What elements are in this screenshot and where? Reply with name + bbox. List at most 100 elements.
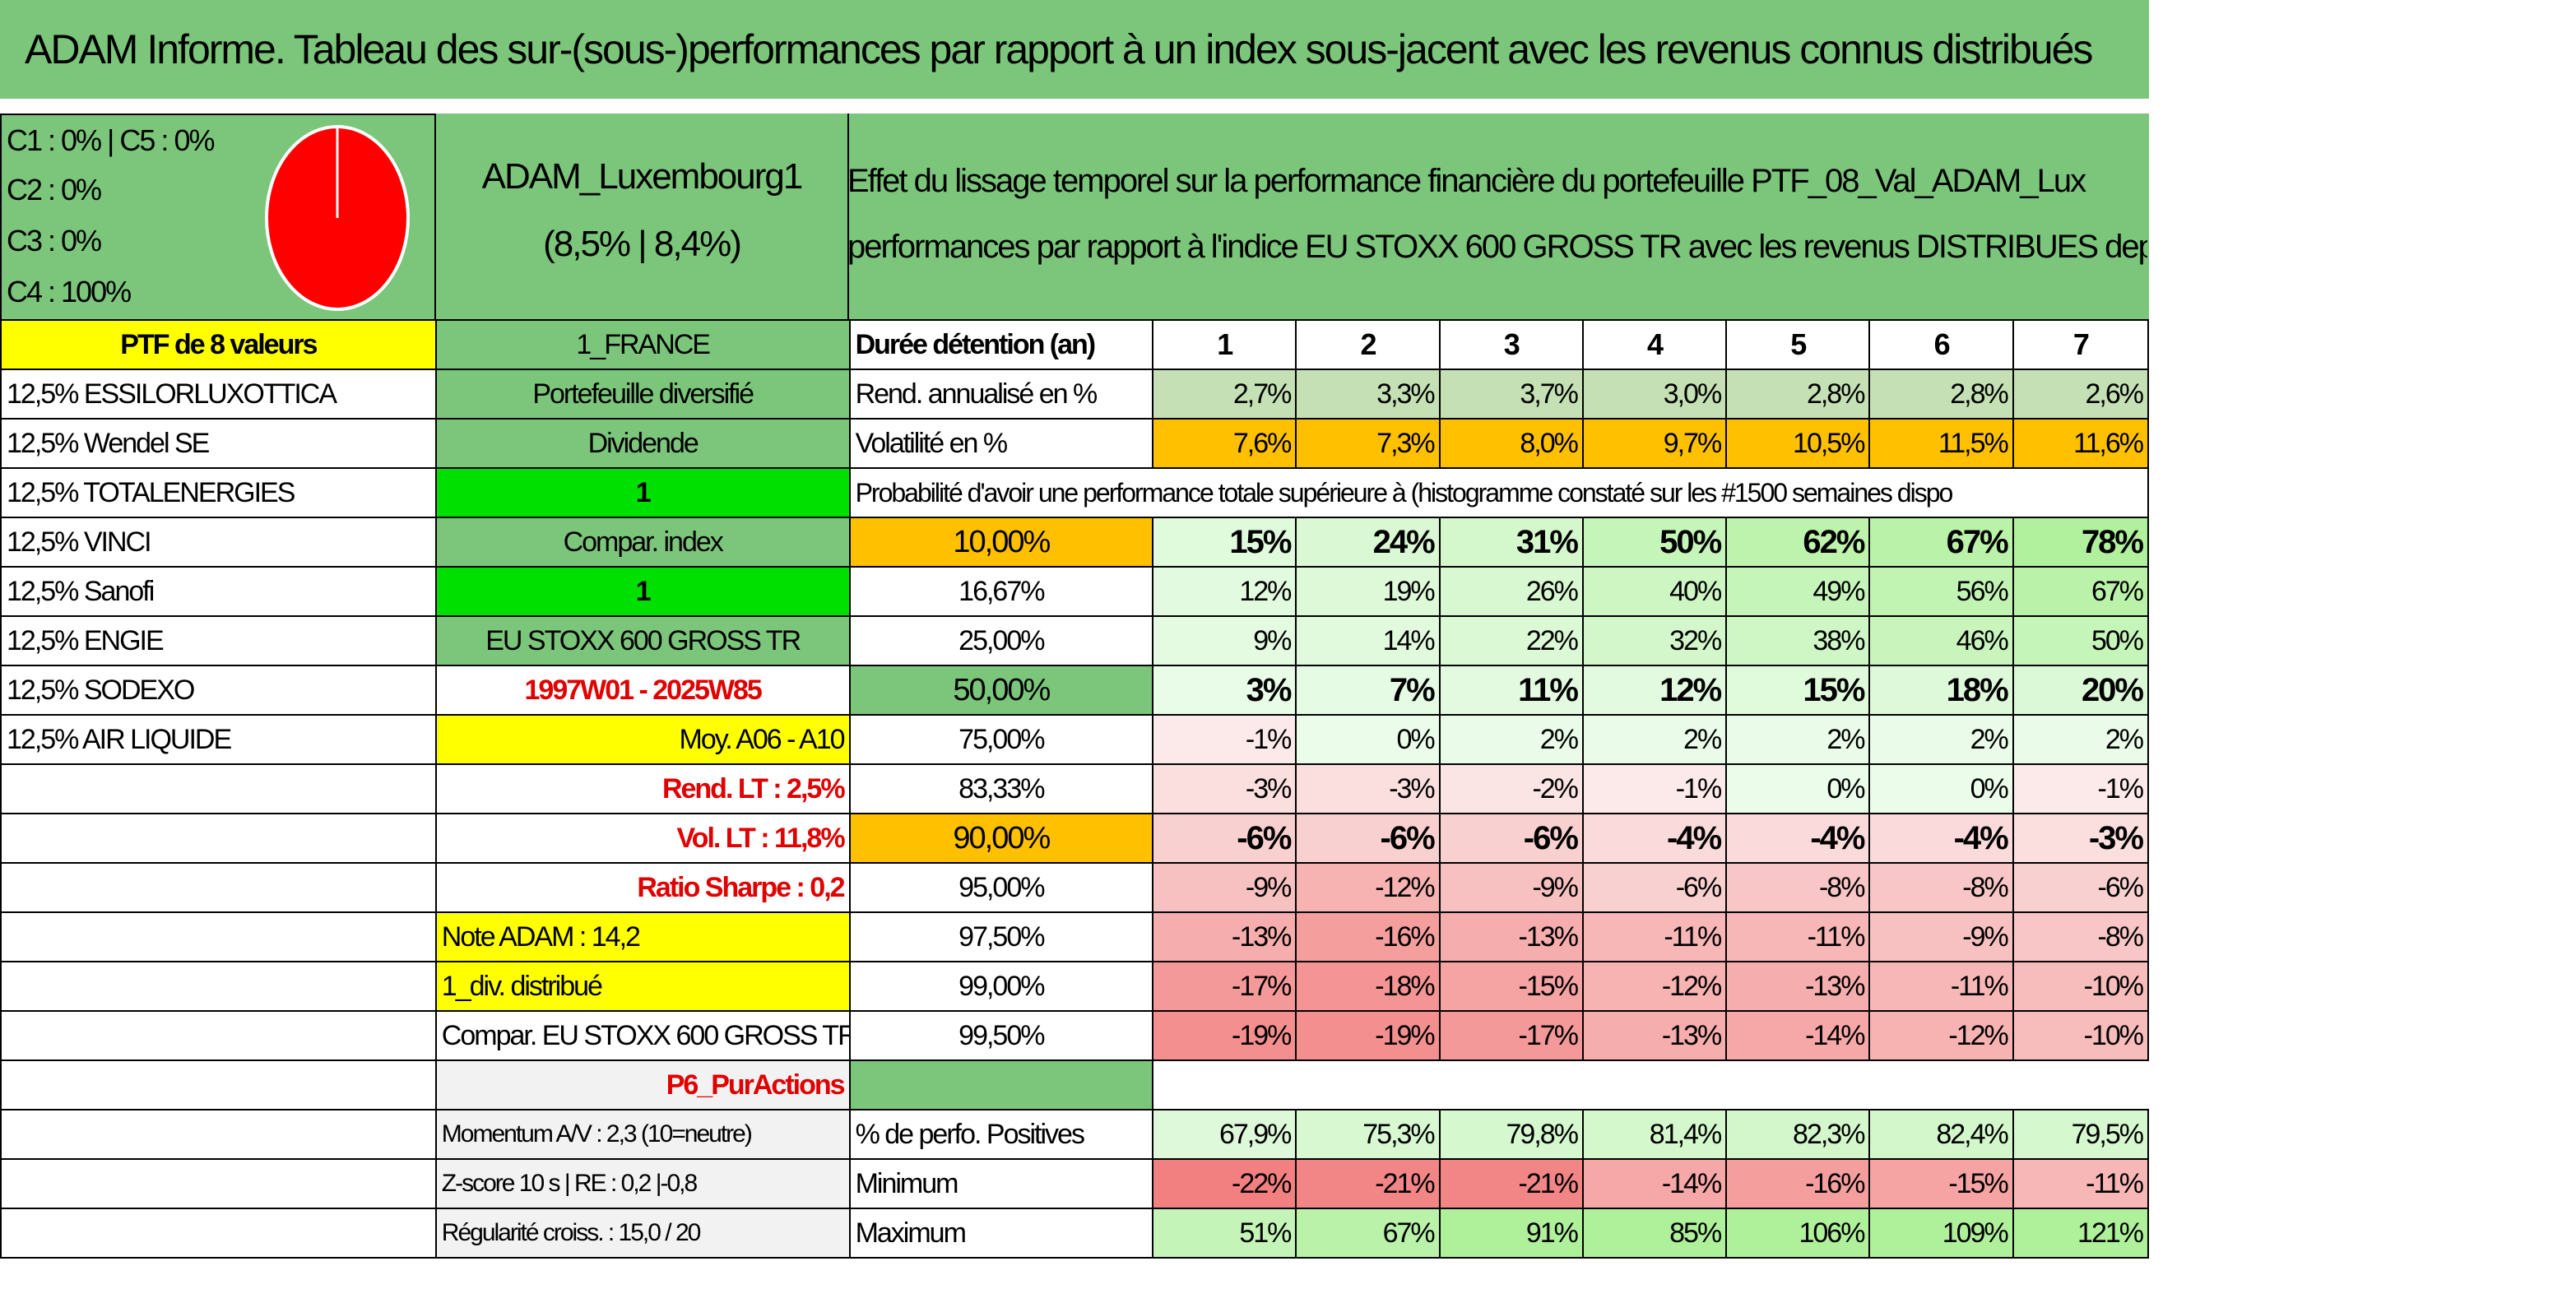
minimum-cell: -22% bbox=[1152, 1158, 1297, 1209]
probability-cell: -14% bbox=[1725, 1010, 1871, 1061]
annualized-return-label: Rend. annualisé en % bbox=[848, 369, 1154, 420]
probability-cell: -1% bbox=[1152, 714, 1297, 765]
year-header: 3 bbox=[1438, 319, 1584, 370]
probability-cell: 3% bbox=[1152, 665, 1297, 716]
description-line-2: performances par rapport à l'indice EU S… bbox=[847, 229, 2147, 265]
volatility-cell: 11,5% bbox=[1868, 418, 2014, 469]
table-row: PTF de 8 valeurs 1_FRANCE Durée détention … bbox=[0, 319, 2150, 370]
probability-cell: 22% bbox=[1438, 615, 1584, 666]
probability-cell: -11% bbox=[1581, 911, 1728, 962]
minimum-cell: -21% bbox=[1295, 1158, 1441, 1209]
probability-cell: 9% bbox=[1152, 615, 1297, 666]
portfolio-info-cell: 1_div. distribué bbox=[434, 961, 851, 1012]
probability-cell: 12% bbox=[1152, 566, 1297, 617]
holding-row: 12,5% VINCI bbox=[0, 517, 437, 568]
probability-cell: 67% bbox=[2012, 566, 2150, 617]
probability-cell: -6% bbox=[2012, 862, 2150, 913]
volatility-cell: 10,5% bbox=[1725, 418, 1871, 469]
holding-row: 12,5% Sanofi bbox=[0, 566, 437, 617]
table-row: 12,5% AIR LIQUIDE Moy. A06 - A10 75,00% -1%… bbox=[0, 714, 2150, 765]
probability-cell: -6% bbox=[1152, 813, 1297, 864]
probability-cell: -2% bbox=[1438, 763, 1584, 814]
portfolio-info-cell: EU STOXX 600 GROSS TR bbox=[434, 615, 851, 666]
holding-row: 12,5% SODEXO bbox=[0, 665, 437, 716]
probability-cell: 15% bbox=[1152, 517, 1297, 568]
probability-cell: 26% bbox=[1438, 566, 1584, 617]
divider bbox=[847, 114, 849, 319]
maximum-cell: 51% bbox=[1152, 1208, 1297, 1259]
probability-cell: 2% bbox=[1581, 714, 1728, 765]
description-line-1: Effet du lissage temporel sur la perform… bbox=[847, 163, 2086, 199]
fund-name: ADAM_Luxembourg1 bbox=[481, 156, 804, 197]
annualized-return-cell: 3,7% bbox=[1438, 369, 1584, 420]
table-row: Vol. LT : 11,8% 90,00% -6% -6% -6% -4% -4% -4% -… bbox=[0, 813, 2150, 864]
table-row: Régularité croiss. : 15,0 / 20 Maximum 51%… bbox=[0, 1208, 2150, 1259]
maximum-cell: 85% bbox=[1581, 1208, 1728, 1259]
probability-cell: 50% bbox=[2012, 615, 2150, 666]
portfolio-info-cell: Rend. LT : 2,5% bbox=[434, 763, 851, 814]
empty-cell bbox=[1153, 1060, 2148, 1110]
volatility-cell: 11,6% bbox=[2012, 418, 2150, 469]
positive-perf-cell: 79,5% bbox=[2012, 1109, 2150, 1160]
volatility-cell: 7,6% bbox=[1152, 418, 1297, 469]
probability-cell: -3% bbox=[2012, 813, 2150, 864]
empty-cell bbox=[0, 911, 437, 962]
probability-cell: -13% bbox=[1152, 911, 1297, 962]
year-header: 2 bbox=[1295, 319, 1441, 370]
annualized-return-cell: 2,6% bbox=[2012, 369, 2150, 420]
probability-cell: 31% bbox=[1438, 517, 1584, 568]
probability-cell: 67% bbox=[1868, 517, 2014, 568]
report-title: ADAM Informe. Tableau des sur-(sous-)per… bbox=[0, 0, 2149, 99]
minimum-cell: -16% bbox=[1725, 1158, 1871, 1209]
probability-cell: -12% bbox=[1581, 961, 1728, 1012]
empty-cell bbox=[848, 1059, 1154, 1110]
probability-cell: 50% bbox=[1581, 517, 1728, 568]
volatility-cell: 9,7% bbox=[1581, 418, 1728, 469]
performance-table: PTF de 8 valeurs 1_FRANCE Durée détention … bbox=[0, 319, 2150, 1259]
annualized-return-cell: 3,0% bbox=[1581, 369, 1728, 420]
regularity-label: Régularité croiss. : 15,0 / 20 bbox=[434, 1208, 851, 1259]
probability-cell: -4% bbox=[1868, 813, 2014, 864]
table-row: 12,5% TOTALENERGIES 1 Probabilité d'avoir … bbox=[0, 467, 2150, 518]
volatility-label: Volatilité en % bbox=[848, 418, 1154, 469]
quantile-label: 99,00% bbox=[848, 961, 1154, 1012]
probability-cell: 0% bbox=[1295, 714, 1441, 765]
quantile-label: 97,50% bbox=[848, 911, 1154, 962]
empty-cell bbox=[0, 1208, 437, 1259]
volatility-cell: 7,3% bbox=[1295, 418, 1441, 469]
positive-perf-cell: 82,3% bbox=[1725, 1109, 1871, 1160]
maximum-label: Maximum bbox=[848, 1208, 1154, 1259]
table-row: Rend. LT : 2,5% 83,33% -3% -3% -2% -1% 0% 0% -1% bbox=[0, 763, 2150, 814]
minimum-label: Minimum bbox=[848, 1158, 1154, 1209]
year-header: 5 bbox=[1725, 319, 1871, 370]
holding-row: 12,5% TOTALENERGIES bbox=[0, 467, 437, 518]
probability-cell: 49% bbox=[1725, 566, 1871, 617]
ptf-label: PTF de 8 valeurs bbox=[0, 319, 437, 370]
portfolio-info-cell: Compar. index bbox=[434, 517, 851, 568]
positive-perf-label: % de perfo. Positives bbox=[848, 1109, 1154, 1160]
quantile-label: 50,00% bbox=[848, 665, 1154, 716]
probability-cell: -3% bbox=[1295, 763, 1441, 814]
probability-cell: -19% bbox=[1152, 1010, 1297, 1061]
positive-perf-cell: 67,9% bbox=[1152, 1109, 1297, 1160]
probability-cell: -12% bbox=[1295, 862, 1441, 913]
portfolio-info-cell: Moy. A06 - A10 bbox=[434, 714, 851, 765]
probability-cell: -11% bbox=[1868, 961, 2014, 1012]
holding-row: 12,5% ESSILORLUXOTTICA bbox=[0, 369, 437, 420]
annualized-return-cell: 2,8% bbox=[1868, 369, 2014, 420]
probability-cell: 0% bbox=[1868, 763, 2014, 814]
probability-cell: 2% bbox=[1868, 714, 2014, 765]
positive-perf-cell: 79,8% bbox=[1438, 1109, 1584, 1160]
annualized-return-cell: 2,8% bbox=[1725, 369, 1871, 420]
table-row: 12,5% SODEXO 1997W01 - 2025W85 50,00% 3% 7% 1… bbox=[0, 665, 2150, 716]
quantile-label: 99,50% bbox=[848, 1010, 1154, 1061]
table-row: Momentum A/V : 2,3 (10=neutre)% de perfo… bbox=[0, 1109, 2150, 1160]
year-header: 6 bbox=[1868, 319, 2014, 370]
momentum-label: Momentum A/V : 2,3 (10=neutre) bbox=[434, 1109, 851, 1160]
minimum-cell: -11% bbox=[2012, 1158, 2150, 1209]
probability-cell: 18% bbox=[1868, 665, 2014, 716]
country-label: 1_FRANCE bbox=[434, 319, 851, 370]
probability-cell: -10% bbox=[2012, 1010, 2150, 1061]
probability-cell: -13% bbox=[1438, 911, 1584, 962]
empty-cell bbox=[0, 1109, 437, 1160]
